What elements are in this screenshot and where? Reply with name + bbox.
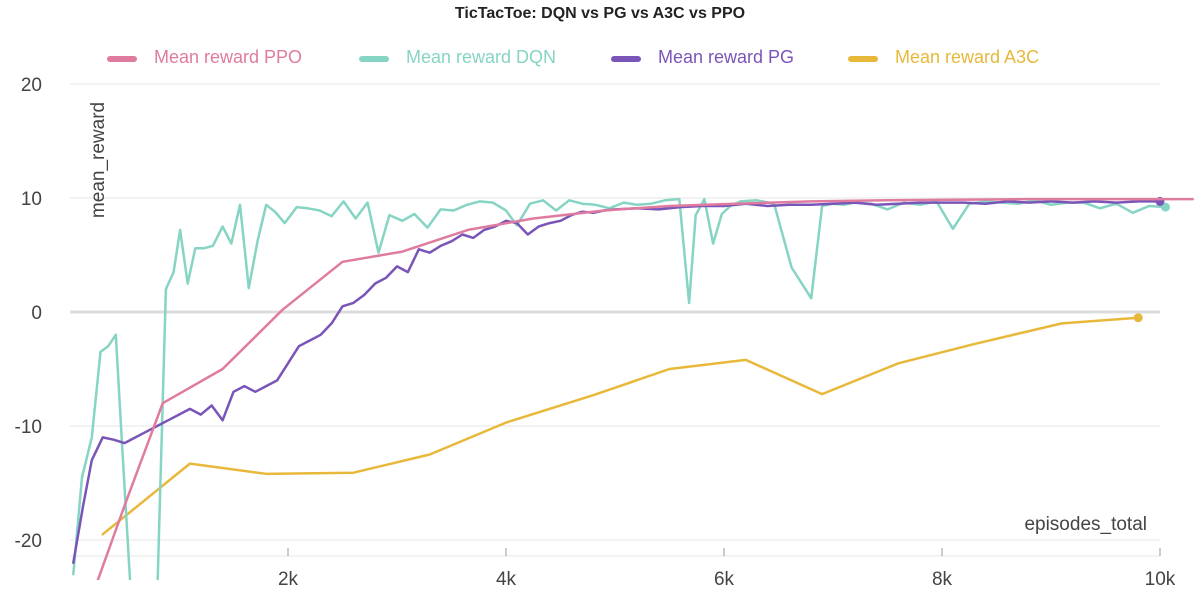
- y-tick-label: 20: [21, 75, 42, 96]
- series-end-point: [1160, 202, 1170, 212]
- series-mean-reward-ppo: [96, 197, 1194, 580]
- series-line: [101, 316, 1140, 536]
- y-tick-label: 10: [21, 189, 42, 210]
- x-axis-ticks: 2k 4k 6k 8k 10k: [70, 548, 1176, 590]
- y-tick-label: -10: [15, 417, 42, 438]
- legend-item[interactable]: Mean reward PPO: [107, 47, 302, 67]
- y-axis-ticks: -20 -10 0 10 20: [15, 75, 42, 552]
- legend-label: Mean reward DQN: [406, 47, 556, 67]
- series-line: [72, 200, 1162, 565]
- legend-item[interactable]: Mean reward DQN: [359, 47, 556, 67]
- series-mean-reward-dqn: [72, 197, 1170, 580]
- x-tick-label: 4k: [496, 569, 517, 590]
- y-axis-label: mean_reward: [88, 102, 109, 218]
- x-tick-label: 2k: [278, 569, 299, 590]
- legend-label: Mean reward PG: [658, 47, 794, 67]
- series-line: [72, 197, 1167, 580]
- series-group: [72, 196, 1194, 580]
- series-mean-reward-a3c: [101, 313, 1143, 536]
- legend-item[interactable]: Mean reward A3C: [848, 47, 1039, 67]
- x-tick-label: 6k: [714, 569, 735, 590]
- series-line: [96, 197, 1194, 580]
- legend-label: Mean reward A3C: [895, 47, 1039, 67]
- x-tick-label: 8k: [932, 569, 953, 590]
- y-tick-label: -20: [15, 531, 42, 552]
- y-tick-label: 0: [31, 303, 42, 324]
- x-axis-label: episodes_total: [1024, 514, 1147, 535]
- chart-title: TicTacToe: DQN vs PG vs A3C vs PPO: [455, 5, 745, 22]
- grid: [70, 83, 1160, 541]
- x-tick-label: 10k: [1145, 569, 1176, 590]
- legend-label: Mean reward PPO: [154, 47, 302, 67]
- series-end-point: [1133, 313, 1143, 323]
- legend-item[interactable]: Mean reward PG: [611, 47, 794, 67]
- series-mean-reward-pg: [72, 196, 1165, 565]
- legend: Mean reward PPO Mean reward DQN Mean rewar…: [107, 47, 1039, 67]
